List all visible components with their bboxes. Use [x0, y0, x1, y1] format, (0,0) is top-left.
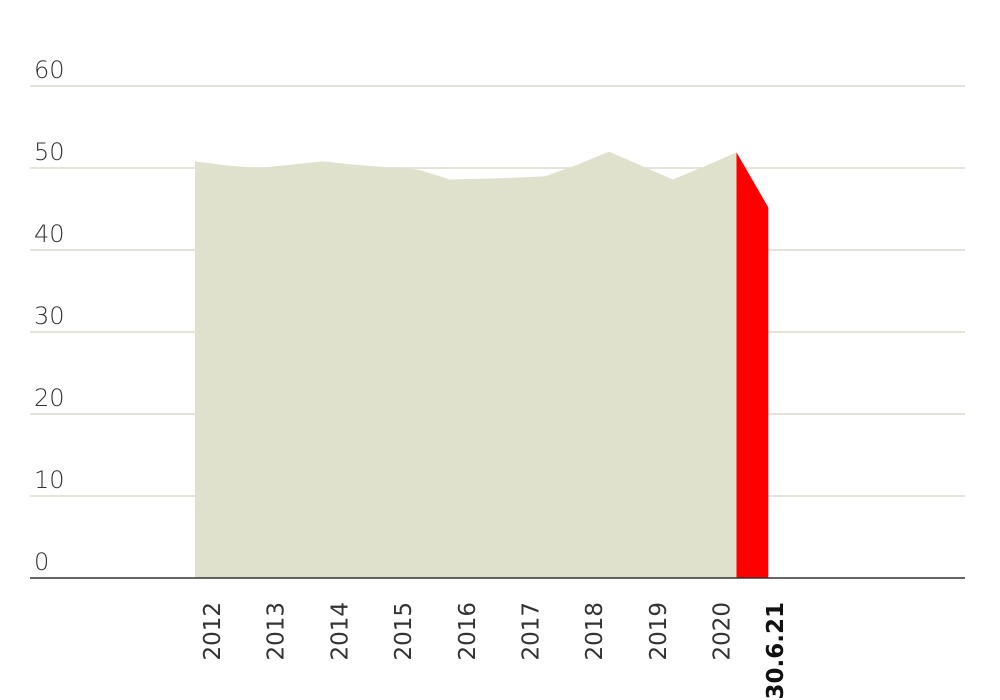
y-tick-label: 60 — [34, 56, 65, 84]
x-tick-label: 2012 — [200, 602, 226, 661]
y-tick-label: 40 — [34, 220, 65, 248]
y-tick-labels: 0 10 20 30 40 50 60 — [34, 56, 65, 576]
x-tick-label: 2016 — [455, 602, 481, 661]
x-tick-label: 30.6.21 — [763, 602, 789, 700]
y-tick-label: 10 — [34, 466, 65, 494]
x-tick-label: 2014 — [327, 602, 353, 661]
area-current — [736, 152, 769, 578]
y-tick-label: 20 — [34, 384, 65, 412]
x-tick-label: 2013 — [264, 602, 290, 661]
x-tick-label: 2020 — [710, 602, 736, 661]
x-tick-label: 2015 — [391, 602, 417, 661]
y-tick-label: 30 — [34, 302, 65, 330]
y-tick-label: 50 — [34, 138, 65, 166]
x-tick-labels: 2012 2013 2014 2015 2016 2017 2018 2019 2020 30.6… — [200, 602, 789, 700]
x-tick-label: 2019 — [646, 602, 672, 661]
x-tick-label: 2017 — [519, 602, 545, 661]
area-series — [195, 151, 769, 578]
y-tick-label: 0 — [34, 548, 49, 576]
x-tick-label: 2018 — [582, 602, 608, 661]
area-historical — [195, 151, 737, 578]
